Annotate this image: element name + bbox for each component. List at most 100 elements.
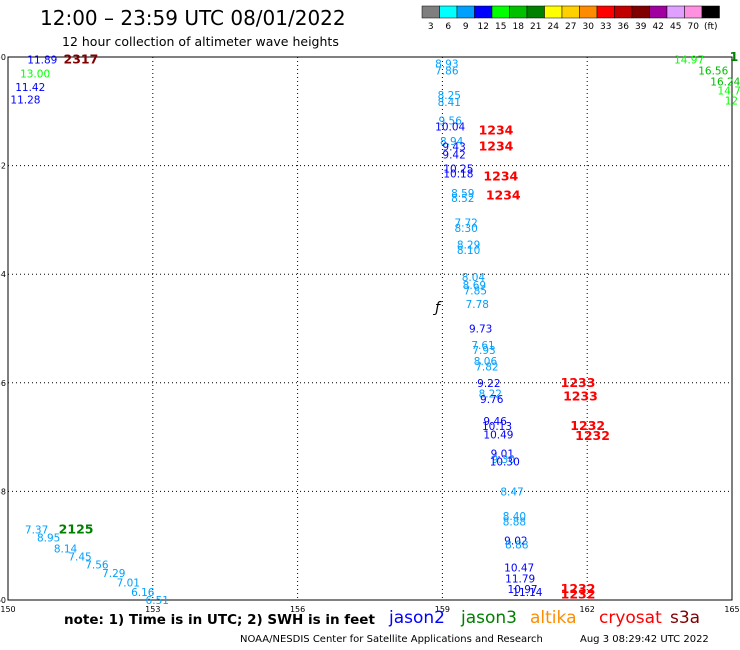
wave-height-reading: 11.28 [10, 94, 40, 106]
wave-height-reading: 8.14 [54, 543, 78, 555]
scale-tick-label: 39 [635, 22, 647, 32]
wave-height-reading: 8.25 [438, 90, 461, 102]
wave-height-reading: 8.29 [457, 239, 480, 251]
wave-height-reading: 9.56 [439, 116, 463, 128]
wave-height-reading: 9.02 [504, 535, 527, 547]
wave-height-color-scale: 3 6 9 12 15 18 21 24 27 30 33 36 39 42 45 70 (ft) [421, 5, 720, 32]
scale-tick-label: 12 [478, 22, 489, 32]
wave-height-reading: 16.24 [710, 76, 740, 88]
wave-height-reading: 13.00 [20, 68, 50, 80]
wave-height-reading: 9.42 [442, 150, 465, 162]
wave-height-reading: 16.56 [698, 66, 728, 78]
wave-height-reading: 8.88 [505, 540, 528, 552]
y-tick-label: -60 [0, 596, 6, 605]
page-subtitle: 12 hour collection of altimeter wave hei… [62, 34, 339, 49]
scale-tick-label: 33 [600, 22, 611, 32]
scale-unit-label: (ft) [704, 22, 718, 32]
x-tick-label: 156 [290, 605, 305, 614]
wave-height-reading: 8.94 [440, 136, 464, 148]
wave-height-reading: 8.47 [500, 486, 523, 498]
wave-height-reading: 10.25 [443, 163, 473, 175]
wave-height-reading: 10.97 [508, 584, 538, 596]
pass-time-label: 1233 [561, 375, 596, 390]
pass-time-label: 1 [730, 49, 739, 64]
scale-tick-label: 42 [653, 22, 664, 32]
pass-time-label: 1234 [486, 187, 521, 202]
wave-height-reading: 7.86 [435, 66, 459, 78]
wave-height-reading: 11.89 [27, 55, 57, 67]
legend-jason2: jason2 [389, 608, 445, 628]
wave-height-reading: 9.73 [469, 324, 492, 336]
pass-time-label: 1234 [479, 122, 514, 137]
wave-height-reading: 9.22 [477, 378, 500, 390]
wave-height-reading: 9.30 [492, 454, 515, 466]
pass-time-label: 1232 [570, 418, 605, 433]
wave-height-reading: 7.45 [68, 552, 91, 564]
wave-height-reading: 6.16 [131, 587, 155, 599]
scale-tick-label: 15 [495, 22, 506, 32]
scale-tick-label: 24 [548, 22, 560, 32]
scale-tick-label: 3 [428, 22, 434, 32]
scale-tick-label: 27 [565, 22, 576, 32]
wave-height-reading: 8.30 [454, 223, 477, 235]
scale-tick-label: 45 [670, 22, 681, 32]
wave-height-reading: 8.52 [451, 193, 474, 205]
wave-height-reading: 8.59 [451, 188, 474, 200]
legend-cryosat: cryosat [599, 608, 662, 628]
wave-height-reading: 10.18 [443, 169, 473, 181]
wave-height-reading: 6.51 [146, 595, 169, 607]
pass-time-label: 1233 [563, 388, 598, 403]
x-tick-label: 150 [0, 605, 15, 614]
wave-height-reading: 7.85 [464, 285, 487, 297]
pass-time-label: 1234 [483, 168, 518, 183]
wave-height-reading: 7.93 [472, 345, 495, 357]
y-tick-label: -52 [0, 162, 6, 171]
wave-height-reading: 7.82 [475, 362, 498, 374]
wave-height-reading: 9.01 [491, 448, 514, 460]
wave-height-reading: 8.04 [462, 272, 486, 284]
legend-altika: altika [530, 608, 577, 628]
wave-height-reading: 14.7 [718, 86, 740, 98]
wave-height-reading: 8.40 [503, 511, 526, 523]
legend-jason3: jason3 [461, 608, 517, 628]
scale-tick-label: 6 [445, 22, 451, 32]
pass-time-label: 1232 [561, 581, 596, 596]
y-tick-label: -50 [0, 53, 6, 62]
scale-tick-label: 9 [463, 22, 469, 32]
wave-height-reading: 11.42 [15, 82, 45, 94]
scale-tick-label: 21 [530, 22, 541, 32]
wave-height-reading: 9.76 [480, 394, 504, 406]
wave-height-reading: 11.14 [512, 587, 542, 599]
wave-height-reading: 8.88 [503, 516, 526, 528]
map-frame [7, 56, 733, 601]
y-tick-label: -58 [0, 487, 6, 496]
scale-tick-label: 36 [618, 22, 630, 32]
wave-height-reading: 8.22 [479, 389, 502, 401]
scale-tick-label: 70 [688, 22, 700, 32]
wave-height-reading: 7.56 [85, 560, 109, 572]
generation-timestamp: Aug 3 08:29:42 UTC 2022 [580, 634, 709, 645]
wave-height-reading: 8.06 [474, 356, 498, 368]
wave-height-reading: 7.01 [117, 578, 140, 590]
legend-s3a: s3a [670, 608, 701, 628]
wave-height-reading: 7.78 [466, 299, 489, 311]
credit-text: NOAA/NESDIS Center for Satellite Applica… [240, 634, 543, 645]
wave-height-reading: 8.41 [438, 97, 461, 109]
wave-height-reading: 7.72 [454, 218, 477, 230]
page-title: 12:00 – 23:59 UTC 08/01/2022 [40, 6, 346, 30]
wave-height-reading: 12 [725, 95, 738, 107]
pass-time-label: 2317 [64, 52, 99, 67]
pass-time-label: 1232 [561, 587, 596, 602]
x-tick-label: 165 [724, 605, 739, 614]
y-tick-label: -56 [0, 379, 6, 388]
footer-note: note: 1) Time is in UTC; 2) SWH is in fe… [64, 612, 375, 628]
wave-height-reading: 7.29 [102, 568, 125, 580]
wave-height-reading: 9.43 [442, 142, 465, 154]
wave-height-reading: 10.30 [490, 457, 520, 469]
pass-time-label: 2125 [59, 521, 94, 536]
wave-height-reading: 8.69 [463, 280, 486, 292]
x-tick-label: 153 [145, 605, 160, 614]
land-feature: ƒ [432, 300, 442, 316]
wave-height-reading: 8.10 [457, 245, 480, 257]
wave-height-reading: 8.95 [37, 533, 60, 545]
